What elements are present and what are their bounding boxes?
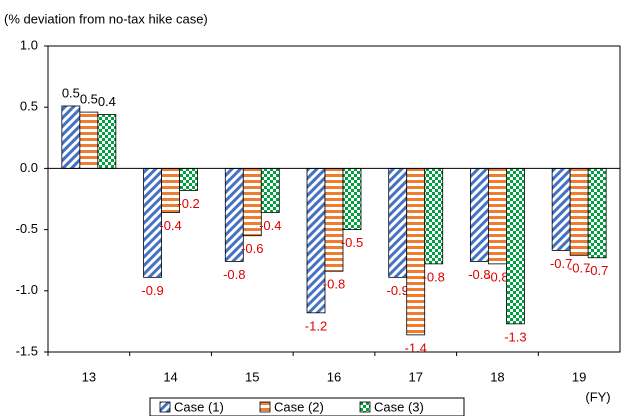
y-tick-label: 0.5 — [20, 99, 38, 114]
value-label: -0.9 — [141, 283, 163, 298]
y-tick-label: -1.5 — [16, 343, 38, 358]
x-tick-label: 19 — [572, 369, 586, 384]
bar — [324, 167, 344, 272]
value-label: -0.4 — [259, 218, 281, 233]
x-tick-label: 17 — [408, 369, 422, 384]
value-label: -0.7 — [550, 256, 572, 271]
legend-label: Case (3) — [374, 399, 424, 414]
bar — [587, 167, 607, 259]
y-tick-label: 0.0 — [20, 160, 38, 175]
value-label: -0.8 — [486, 269, 508, 284]
bar — [388, 167, 408, 278]
legend-swatch — [359, 401, 371, 413]
value-label: 0.5 — [80, 92, 98, 107]
bar — [424, 167, 444, 265]
value-label: -0.6 — [241, 241, 263, 256]
value-label: -1.2 — [305, 318, 327, 333]
value-label: -0.4 — [159, 218, 181, 233]
value-label: -1.4 — [405, 340, 427, 355]
bar — [406, 167, 426, 336]
value-label: -0.8 — [323, 277, 345, 292]
plot-frame — [47, 45, 621, 353]
value-label: -0.5 — [341, 235, 363, 250]
value-label: 0.4 — [98, 94, 116, 109]
bar — [470, 167, 489, 262]
x-tick-label: 13 — [82, 369, 96, 384]
bar — [342, 167, 362, 230]
x-tick-label: 15 — [245, 369, 259, 384]
bar — [179, 167, 198, 191]
bar — [61, 105, 81, 169]
bar — [97, 114, 117, 169]
legend-label: Case (1) — [174, 399, 224, 414]
bar — [506, 167, 525, 325]
legend-label: Case (2) — [274, 399, 324, 414]
value-label: -0.7 — [586, 263, 608, 278]
value-label: -0.8 — [423, 269, 445, 284]
legend-swatch — [159, 401, 171, 413]
y-axis-title: (% deviation from no-tax hike case) — [4, 11, 208, 26]
y-tick-label: -0.5 — [16, 221, 38, 236]
bar — [79, 111, 99, 169]
x-axis-title: (FY) — [585, 389, 610, 404]
legend-swatch — [259, 401, 271, 413]
x-tick-label: 18 — [490, 369, 504, 384]
bar — [569, 167, 589, 256]
value-label: -0.2 — [177, 196, 199, 211]
x-tick-label: 14 — [163, 369, 177, 384]
legend-frame — [149, 397, 465, 416]
value-label: -0.9 — [387, 283, 409, 298]
value-label: -1.3 — [504, 329, 526, 344]
value-label: -0.8 — [468, 267, 490, 282]
value-label: -0.7 — [568, 261, 590, 276]
y-tick-label: 1.0 — [20, 37, 38, 52]
value-label: -0.8 — [223, 267, 245, 282]
bar — [260, 167, 280, 213]
bar — [551, 167, 571, 251]
x-tick-label: 16 — [327, 369, 341, 384]
y-tick-label: -1.0 — [16, 282, 38, 297]
value-label: 0.5 — [62, 85, 80, 100]
bar — [488, 167, 507, 265]
